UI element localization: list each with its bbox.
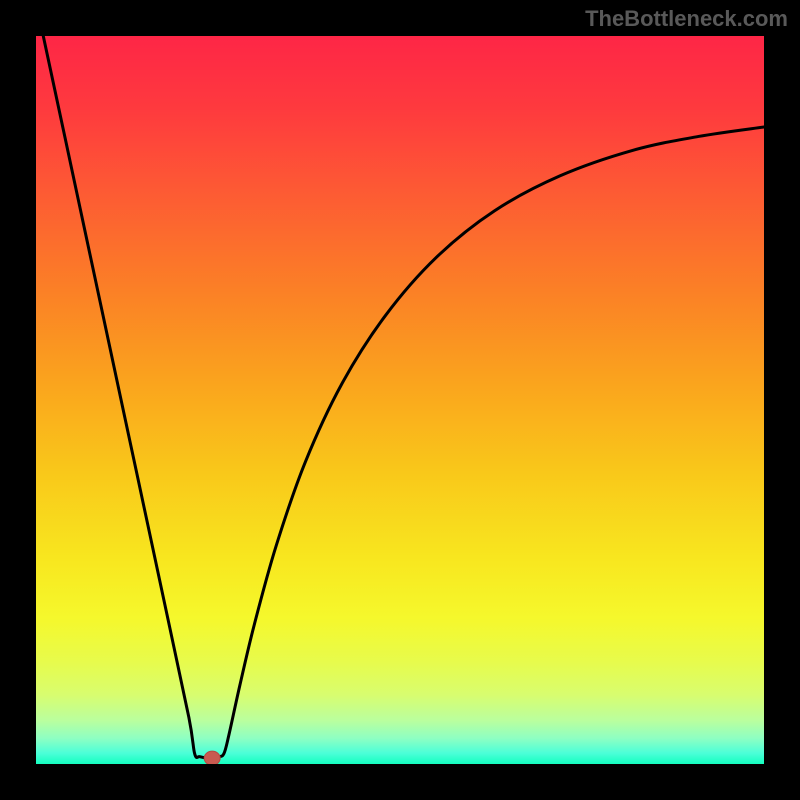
minimum-marker	[204, 751, 220, 765]
curve-layer	[0, 0, 800, 800]
bottleneck-curve	[43, 36, 764, 758]
attribution-text: TheBottleneck.com	[585, 6, 788, 32]
chart-frame: TheBottleneck.com	[0, 0, 800, 800]
